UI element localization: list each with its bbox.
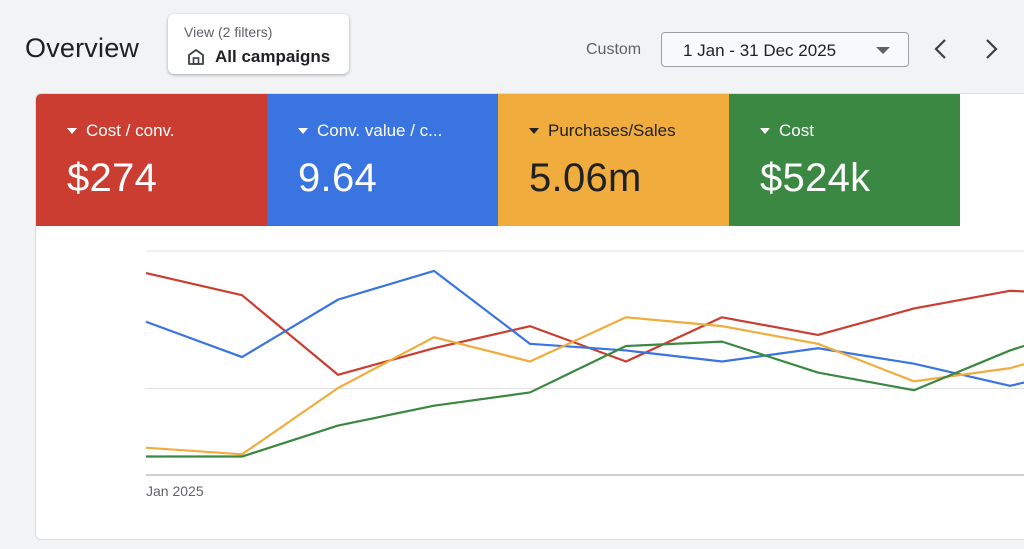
previous-period-button[interactable] <box>926 34 956 64</box>
metric-label: Conv. value / c... <box>317 121 443 140</box>
series-line-1 <box>145 269 1024 387</box>
caret-down-icon <box>876 47 890 54</box>
next-period-button[interactable] <box>976 34 1006 64</box>
store-icon <box>187 48 205 66</box>
page-title: Overview <box>25 33 140 63</box>
metric-label: Cost <box>779 121 814 140</box>
metric-tile-conv-value[interactable]: Conv. value / c... 9.64 <box>267 94 498 226</box>
metric-value: $274 <box>67 156 158 200</box>
metric-value: $524k <box>760 156 871 200</box>
metric-value: 9.64 <box>298 156 378 200</box>
metric-tile-cost-per-conv[interactable]: Cost / conv. $274 <box>36 94 267 226</box>
x-tick-label: Jan 2025 <box>146 483 204 499</box>
chevron-left-icon <box>926 39 956 68</box>
date-range-select[interactable]: 1 Jan - 31 Dec 2025 <box>661 32 909 67</box>
view-filter-label: View (2 filters) <box>184 24 273 40</box>
view-filter-value: All campaigns <box>215 47 331 66</box>
performance-chart: Jan 2025 <box>36 226 1024 539</box>
date-range-value: 1 Jan - 31 Dec 2025 <box>683 41 837 60</box>
series-line-0 <box>145 272 1024 376</box>
caret-down-icon <box>67 128 77 134</box>
caret-down-icon <box>760 128 770 134</box>
metric-value: 5.06m <box>529 156 642 200</box>
caret-down-icon <box>529 128 539 134</box>
caret-down-icon <box>298 128 308 134</box>
metric-tile-cost[interactable]: Cost $524k <box>729 94 960 226</box>
line-chart: Jan 2025 <box>145 250 1024 499</box>
view-filter-button[interactable]: View (2 filters) All campaigns <box>168 14 349 74</box>
metric-label: Cost / conv. <box>86 121 175 140</box>
chevron-right-icon <box>976 39 1006 68</box>
series-line-3 <box>146 340 1024 458</box>
metric-label: Purchases/Sales <box>548 121 676 140</box>
date-range-label: Custom <box>586 41 642 58</box>
metric-tile-purchases[interactable]: Purchases/Sales 5.06m <box>498 94 729 226</box>
performance-card: Cost / conv. $274 Conv. value / c... 9.6… <box>35 93 1024 540</box>
header: Overview View (2 filters) All campaigns … <box>0 0 1024 88</box>
